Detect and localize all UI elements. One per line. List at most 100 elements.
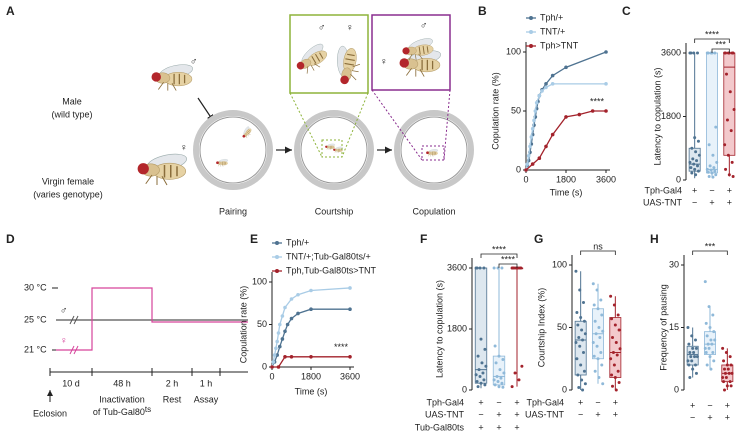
- data-point: [689, 166, 693, 170]
- legend-marker: [275, 255, 279, 259]
- data-point: [604, 82, 608, 86]
- male-symbol: ♂: [318, 23, 326, 34]
- data-point: [689, 51, 693, 55]
- data-point: [725, 118, 729, 122]
- significance-label: ****: [705, 29, 720, 39]
- arena: [193, 110, 273, 190]
- condition-mark: +: [690, 400, 695, 410]
- data-point: [712, 166, 716, 170]
- data-point: [274, 346, 278, 351]
- panel-letter: D: [6, 232, 15, 246]
- data-point: [609, 357, 613, 361]
- condition-label: Tub-Gal80ts: [415, 422, 465, 432]
- data-point: [614, 388, 618, 392]
- data-point: [582, 369, 586, 373]
- significance-label: ****: [590, 96, 605, 106]
- data-point: [599, 351, 603, 354]
- data-point: [483, 347, 487, 351]
- male-symbol: ♂: [190, 57, 198, 68]
- y-tick-label: 1800: [661, 111, 681, 121]
- data-point: [309, 355, 313, 359]
- male-label: (wild type): [51, 109, 92, 119]
- data-point: [713, 338, 717, 342]
- significance-bracket: [480, 253, 518, 258]
- data-point: [579, 316, 583, 319]
- data-point: [524, 168, 528, 172]
- condition-label: UAS-TNT: [525, 409, 564, 419]
- data-point: [611, 351, 615, 354]
- legend-label: Tph/+: [540, 12, 563, 22]
- data-point: [688, 160, 692, 164]
- data-point: [714, 125, 718, 129]
- data-point: [476, 385, 480, 389]
- data-point: [530, 126, 535, 131]
- data-point: [728, 355, 732, 359]
- break-mark: [73, 345, 79, 355]
- data-point: [597, 326, 601, 329]
- data-point: [544, 82, 548, 86]
- condition-mark: +: [578, 397, 583, 407]
- data-point: [689, 355, 693, 359]
- condition-mark: −: [707, 400, 712, 410]
- data-point: [709, 168, 713, 172]
- data-point: [578, 288, 582, 292]
- data-point: [544, 85, 548, 90]
- condition-mark: −: [578, 409, 583, 419]
- data-point: [576, 323, 580, 327]
- data-point: [723, 388, 727, 392]
- data-point: [278, 344, 282, 349]
- panel-letter: H: [650, 232, 659, 246]
- data-point: [695, 355, 699, 359]
- data-point: [694, 346, 698, 350]
- data-point: [270, 365, 274, 369]
- y-tick-label: 1800: [447, 323, 467, 333]
- y-tick-label: 0: [262, 361, 267, 371]
- y-tick-label: 3600: [447, 262, 467, 272]
- data-point: [578, 344, 582, 348]
- data-point: [348, 355, 352, 359]
- data-point: [592, 354, 596, 358]
- data-point: [574, 341, 578, 344]
- y-tick-label: 0: [516, 164, 521, 174]
- significance-label: ***: [705, 241, 716, 251]
- data-point: [616, 313, 620, 317]
- legend-marker: [275, 241, 279, 245]
- x-tick-label: 3600: [596, 174, 616, 184]
- data-point: [592, 303, 596, 307]
- significance-label: ****: [501, 254, 516, 264]
- data-point: [711, 313, 715, 317]
- duration-label: 1 h: [200, 378, 213, 388]
- data-point: [296, 311, 300, 316]
- male-symbol: ♂: [60, 306, 68, 317]
- data-point: [688, 376, 692, 379]
- x-tick-label: 0: [523, 174, 528, 184]
- data-point: [582, 319, 586, 323]
- data-point: [478, 374, 482, 378]
- condition-mark: +: [709, 197, 714, 207]
- y-tick-label: 50: [557, 322, 567, 332]
- data-point: [475, 266, 479, 270]
- legend-label: Tph,Tub-Gal80ts>TNT: [286, 265, 376, 275]
- data-point: [705, 167, 709, 171]
- duration-label: 48 h: [113, 378, 131, 388]
- data-point: [730, 371, 734, 375]
- data-point: [598, 336, 602, 339]
- data-point: [480, 361, 484, 365]
- condition-mark: +: [478, 397, 483, 407]
- data-point: [532, 118, 536, 123]
- data-point: [495, 374, 499, 378]
- data-point: [703, 280, 707, 284]
- stage-label: Courtship: [315, 206, 354, 216]
- data-point: [731, 174, 735, 178]
- data-point: [580, 328, 584, 332]
- data-point: [597, 376, 601, 379]
- female-label: Virgin female: [42, 176, 94, 186]
- data-point: [711, 175, 715, 179]
- data-point: [708, 355, 712, 359]
- data-point: [711, 153, 715, 157]
- data-point: [477, 368, 481, 372]
- data-point: [707, 174, 711, 178]
- data-point: [695, 51, 699, 55]
- data-point: [550, 132, 555, 137]
- significance-bracket: [711, 48, 730, 53]
